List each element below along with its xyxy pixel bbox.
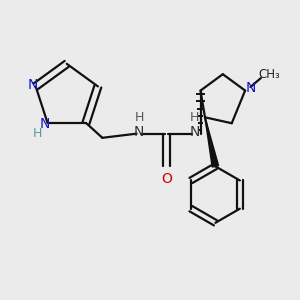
Text: CH₃: CH₃: [258, 68, 280, 81]
Text: H: H: [134, 111, 144, 124]
Text: N: N: [245, 81, 256, 95]
Text: N: N: [39, 117, 50, 131]
Text: H: H: [32, 127, 42, 140]
Text: N: N: [28, 78, 38, 92]
Text: N: N: [134, 125, 144, 139]
Text: H: H: [190, 111, 199, 124]
Text: O: O: [161, 172, 172, 186]
Polygon shape: [205, 117, 219, 167]
Text: N: N: [189, 125, 200, 139]
